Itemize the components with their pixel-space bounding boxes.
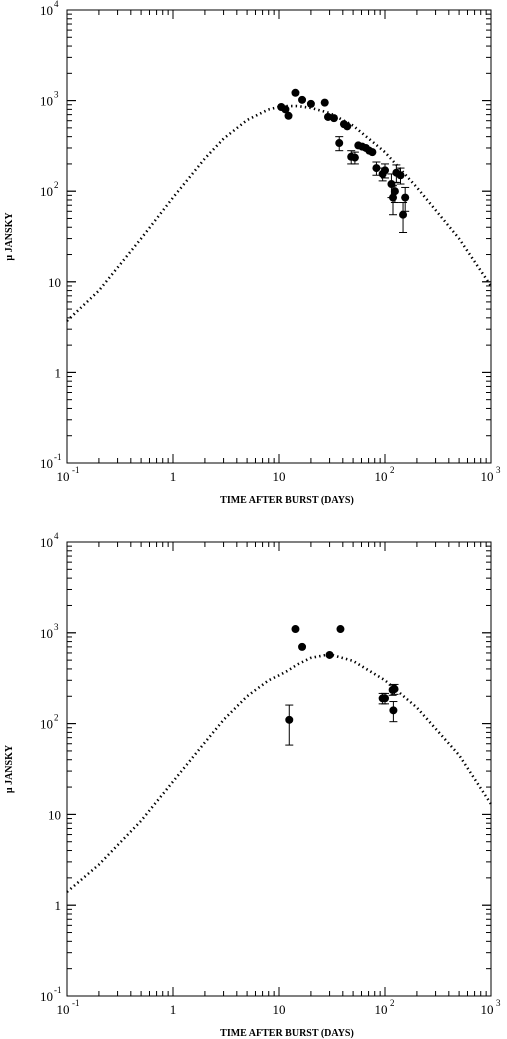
y-tick-label: 1 <box>55 898 62 913</box>
x-tick-label: 10 <box>273 469 286 484</box>
data-point <box>396 171 405 180</box>
data-point <box>389 706 398 715</box>
y-tick-label: 10 <box>40 184 53 199</box>
x-tick-exponent: 2 <box>390 465 395 475</box>
y-tick-exponent: -1 <box>54 985 62 995</box>
y-tick-exponent: 4 <box>54 531 59 541</box>
y-tick-label: 10 <box>40 989 53 1004</box>
data-point <box>336 625 345 634</box>
data-points <box>285 625 399 746</box>
y-tick-label: 10 <box>40 535 53 550</box>
data-point <box>298 95 307 104</box>
plot-frame <box>66 9 492 464</box>
data-point <box>390 685 399 694</box>
plot-frame <box>66 541 492 997</box>
x-tick-exponent: 3 <box>496 465 501 475</box>
data-point <box>324 112 333 121</box>
data-point <box>325 650 334 659</box>
x-tick-label: 10 <box>481 469 494 484</box>
data-point <box>381 694 389 703</box>
data-point <box>320 98 329 107</box>
y-tick-label: 10 <box>40 717 53 732</box>
tick-marks <box>66 541 492 997</box>
y-tick-label: 10 <box>40 3 53 18</box>
x-tick-label: 1 <box>170 1002 177 1017</box>
model-curve <box>66 104 493 322</box>
x-tick-label: 10 <box>57 469 70 484</box>
model-curve <box>66 653 493 893</box>
y-tick-label: 10 <box>40 626 53 641</box>
data-points <box>277 88 410 234</box>
data-point <box>343 122 352 131</box>
y-tick-label: 1 <box>55 365 62 380</box>
x-axis-title: TIME AFTER BURST (DAYS) <box>220 495 354 506</box>
data-point <box>291 625 300 634</box>
tick-marks <box>66 9 492 464</box>
y-tick-exponent: -1 <box>54 452 62 462</box>
data-point <box>372 164 381 173</box>
y-axis-title: μ JANSKY <box>4 212 15 261</box>
y-tick-label: 10 <box>48 275 61 290</box>
data-point <box>390 187 399 196</box>
y-tick-exponent: 3 <box>54 622 59 632</box>
data-point <box>281 105 290 114</box>
x-axis-title: TIME AFTER BURST (DAYS) <box>220 1028 354 1039</box>
x-tick-label: 10 <box>375 469 388 484</box>
data-point <box>285 715 294 724</box>
x-tick-exponent: 3 <box>496 998 501 1008</box>
data-point <box>306 99 315 108</box>
x-tick-label: 10 <box>375 1002 388 1017</box>
x-tick-exponent: 2 <box>390 998 395 1008</box>
y-tick-exponent: 2 <box>54 180 59 190</box>
data-point <box>350 153 359 162</box>
y-tick-exponent: 3 <box>54 90 59 100</box>
x-tick-label: 10 <box>57 1002 70 1017</box>
y-tick-label: 10 <box>40 456 53 471</box>
data-point <box>329 114 338 123</box>
data-point <box>381 166 389 175</box>
data-point <box>387 180 396 189</box>
data-point <box>368 148 377 157</box>
x-tick-label: 10 <box>481 1002 494 1017</box>
data-point <box>335 139 344 148</box>
data-point <box>284 111 293 120</box>
y-axis-title: μ JANSKY <box>4 744 15 793</box>
x-tick-label: 1 <box>170 469 177 484</box>
x-tick-exponent: -1 <box>72 465 80 475</box>
x-tick-exponent: -1 <box>72 998 80 1008</box>
data-point <box>401 193 410 202</box>
y-tick-label: 10 <box>48 807 61 822</box>
data-point <box>291 88 300 97</box>
x-tick-label: 10 <box>273 1002 286 1017</box>
y-tick-exponent: 4 <box>54 0 59 9</box>
y-tick-label: 10 <box>40 94 53 109</box>
error-bar <box>285 704 294 746</box>
y-tick-exponent: 2 <box>54 713 59 723</box>
data-point <box>399 210 408 219</box>
data-point <box>298 642 307 651</box>
